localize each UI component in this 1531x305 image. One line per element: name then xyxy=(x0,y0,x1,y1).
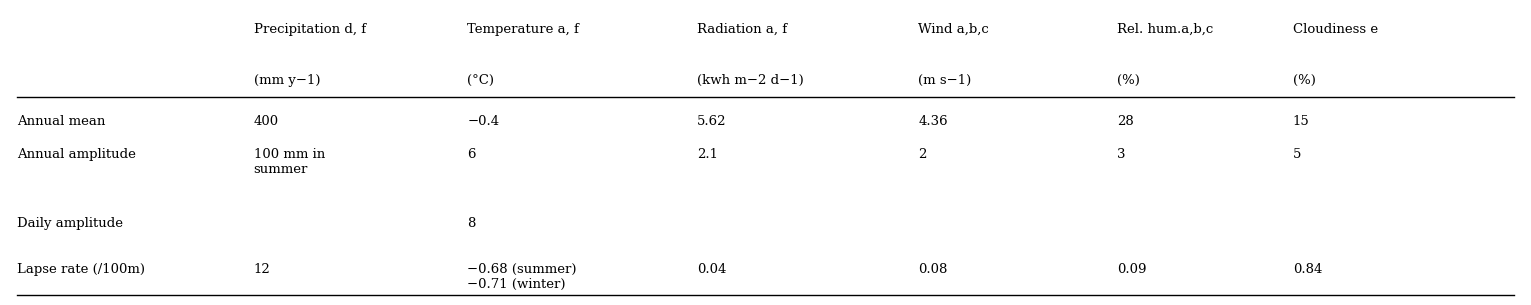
Text: Lapse rate (/100m): Lapse rate (/100m) xyxy=(17,263,144,276)
Text: 100 mm in
summer: 100 mm in summer xyxy=(254,148,325,176)
Text: Temperature a, f: Temperature a, f xyxy=(467,23,579,36)
Text: 15: 15 xyxy=(1292,115,1309,128)
Text: 5.62: 5.62 xyxy=(697,115,726,128)
Text: 400: 400 xyxy=(254,115,279,128)
Text: Daily amplitude: Daily amplitude xyxy=(17,217,122,231)
Text: 2.1: 2.1 xyxy=(697,148,718,161)
Text: Annual mean: Annual mean xyxy=(17,115,106,128)
Text: (%): (%) xyxy=(1118,74,1141,87)
Text: −0.68 (summer)
−0.71 (winter): −0.68 (summer) −0.71 (winter) xyxy=(467,263,577,291)
Text: (mm y−1): (mm y−1) xyxy=(254,74,320,87)
Text: 0.84: 0.84 xyxy=(1292,263,1323,276)
Text: 3: 3 xyxy=(1118,148,1125,161)
Text: 0.04: 0.04 xyxy=(697,263,726,276)
Text: Cloudiness e: Cloudiness e xyxy=(1292,23,1378,36)
Text: (°C): (°C) xyxy=(467,74,495,87)
Text: 0.09: 0.09 xyxy=(1118,263,1147,276)
Text: 12: 12 xyxy=(254,263,271,276)
Text: (kwh m−2 d−1): (kwh m−2 d−1) xyxy=(697,74,804,87)
Text: Precipitation d, f: Precipitation d, f xyxy=(254,23,366,36)
Text: Radiation a, f: Radiation a, f xyxy=(697,23,787,36)
Text: Annual amplitude: Annual amplitude xyxy=(17,148,136,161)
Text: 4.36: 4.36 xyxy=(919,115,948,128)
Text: 5: 5 xyxy=(1292,148,1301,161)
Text: (m s−1): (m s−1) xyxy=(919,74,972,87)
Text: Wind a,b,c: Wind a,b,c xyxy=(919,23,989,36)
Text: 28: 28 xyxy=(1118,115,1134,128)
Text: 8: 8 xyxy=(467,217,476,231)
Text: Rel. hum.a,b,c: Rel. hum.a,b,c xyxy=(1118,23,1213,36)
Text: 6: 6 xyxy=(467,148,476,161)
Text: −0.4: −0.4 xyxy=(467,115,499,128)
Text: 0.08: 0.08 xyxy=(919,263,948,276)
Text: (%): (%) xyxy=(1292,74,1315,87)
Text: 2: 2 xyxy=(919,148,926,161)
